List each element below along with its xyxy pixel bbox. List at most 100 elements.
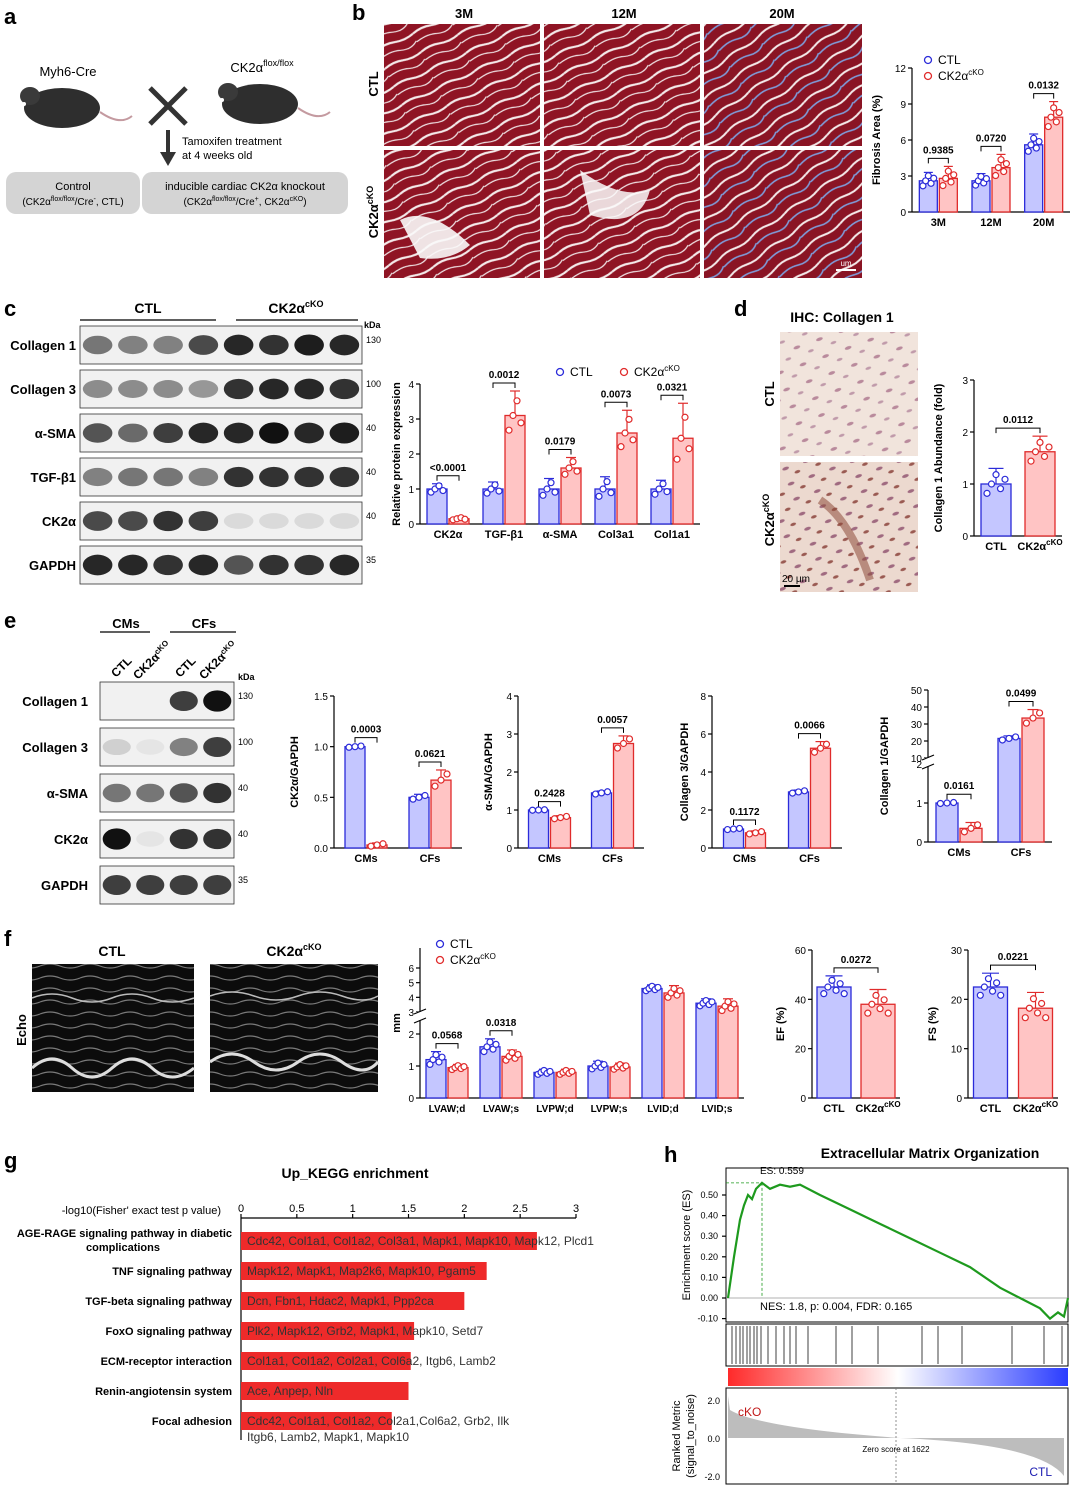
legend-marker	[923, 71, 933, 81]
data-point	[568, 1067, 576, 1076]
data-point	[600, 1060, 608, 1069]
data-point	[357, 742, 365, 750]
data-point	[723, 825, 732, 834]
y-tick-label: 0	[956, 1094, 962, 1105]
x-tick-label: LVAW;s	[483, 1104, 520, 1115]
data-point	[621, 429, 629, 437]
blot-band	[223, 334, 254, 356]
data-point	[980, 983, 988, 991]
gsea-ytick-bottom-2: -2.0	[704, 1472, 720, 1482]
data-point	[487, 485, 495, 493]
bar	[695, 1002, 717, 1099]
blot-band	[82, 554, 113, 576]
data-point	[840, 990, 848, 998]
gsea-ytick: 0.00	[700, 1293, 718, 1303]
p-value-label: 0.9385	[923, 145, 954, 156]
blot-kda: 40	[366, 467, 376, 477]
row-label-cko: CK2αcKO	[365, 186, 381, 239]
kegg-pathway-label: AGE-RAGE signaling pathway in diabetic	[17, 1228, 232, 1240]
kegg-bar	[241, 1382, 409, 1400]
x-tick-label: CMs	[538, 853, 561, 865]
blot-band	[203, 690, 232, 712]
blot-label: Collagen 1	[10, 338, 76, 353]
gsea-ytick: 0.30	[700, 1231, 718, 1241]
data-point	[729, 825, 738, 833]
chart-f2: 0 20 40 60 EF (%) CTL CK2αcKO 0.0272	[775, 946, 901, 1115]
blot-band	[153, 335, 183, 355]
data-point	[562, 812, 571, 821]
y-tick-label: 3	[408, 415, 414, 426]
legend-label: CTL	[570, 365, 593, 379]
blot-label: TGF-β1	[31, 470, 77, 485]
bar	[1021, 717, 1045, 843]
arrow-down-icon	[160, 130, 176, 166]
blot-band	[136, 831, 165, 847]
significance-bracket	[980, 145, 1002, 152]
data-point	[379, 840, 387, 848]
data-point	[551, 488, 559, 496]
y-axis-label: Collagen 1/GAPDH	[879, 717, 891, 815]
data-point	[994, 164, 1002, 172]
data-point	[565, 464, 573, 472]
y-tick-label: 2	[700, 806, 706, 817]
control-box	[6, 172, 140, 214]
mouse-left-label: Myh6-Cre	[39, 64, 96, 79]
blot-band	[294, 513, 324, 529]
blot-band	[294, 554, 324, 576]
blot-band	[223, 555, 254, 575]
blot-band	[259, 422, 289, 444]
blot-band	[188, 422, 219, 444]
histology-ctl-3m	[384, 24, 540, 146]
lane-ctl-1: CTL	[108, 654, 134, 680]
lane-ctl-2: CTL	[172, 654, 198, 680]
blot-band	[82, 423, 113, 443]
data-point	[617, 443, 625, 451]
blot-band	[153, 554, 183, 576]
data-point	[1002, 160, 1011, 168]
data-point	[976, 991, 984, 999]
data-point	[367, 842, 375, 850]
y-axis-label: mm	[391, 1013, 403, 1033]
y-tick-label: 1	[916, 799, 922, 810]
chart-e4: 0 1 210 20 30 40 50 Collagen 1/GAPDH CMs CFs 0.016…	[879, 686, 1054, 859]
ihc-image-ctl	[780, 332, 918, 456]
y-tick-label: 40	[795, 995, 807, 1006]
y-axis-label: FS (%)	[927, 1007, 939, 1042]
data-point	[595, 492, 603, 500]
bar	[1017, 1007, 1054, 1099]
data-point	[1031, 448, 1040, 456]
y-tick-label: 20	[951, 995, 963, 1006]
data-point	[676, 987, 684, 995]
data-point	[654, 983, 662, 992]
y-tick-label: 10	[951, 1045, 963, 1056]
data-point	[983, 489, 991, 497]
data-point	[625, 415, 633, 423]
significance-bracket	[601, 727, 624, 733]
legend-marker	[923, 55, 933, 65]
kegg-pathway-label: TGF-beta signaling pathway	[85, 1296, 233, 1308]
chart-f3: 0 10 20 30 FS (%) CTL CK2αcKO 0.0221	[927, 946, 1058, 1115]
data-point	[607, 489, 615, 497]
bar	[590, 792, 613, 849]
data-point	[992, 471, 1000, 479]
gsea-es-curve	[726, 1181, 1070, 1321]
data-point	[534, 806, 543, 814]
col-label-12m: 12M	[611, 6, 636, 21]
data-point	[880, 996, 888, 1004]
ihc-title: IHC: Collagen 1	[790, 309, 894, 325]
kegg-pathway-label: Focal adhesion	[152, 1416, 232, 1428]
data-point	[872, 991, 880, 999]
blot-band	[136, 874, 165, 896]
data-point	[491, 481, 499, 489]
data-point	[1038, 999, 1046, 1008]
data-point	[824, 983, 832, 991]
panel-d-letter: d	[734, 296, 747, 321]
kegg-genes: Col1a1, Col1a2, Col2a1, Col6a2, Itgb6, L…	[247, 1354, 496, 1368]
histology-cko-3m	[384, 150, 540, 278]
y-tick-label: 20	[911, 737, 923, 748]
data-point	[351, 743, 359, 751]
gsea-rank-gradient	[728, 1368, 1068, 1386]
chart-b: 0 3 6 9 12 Fibrosis Area (%) 3M 12M 20M 0.9385 0.0…	[871, 53, 1070, 229]
data-point	[967, 824, 975, 832]
p-value-label: 0.0179	[545, 437, 576, 448]
